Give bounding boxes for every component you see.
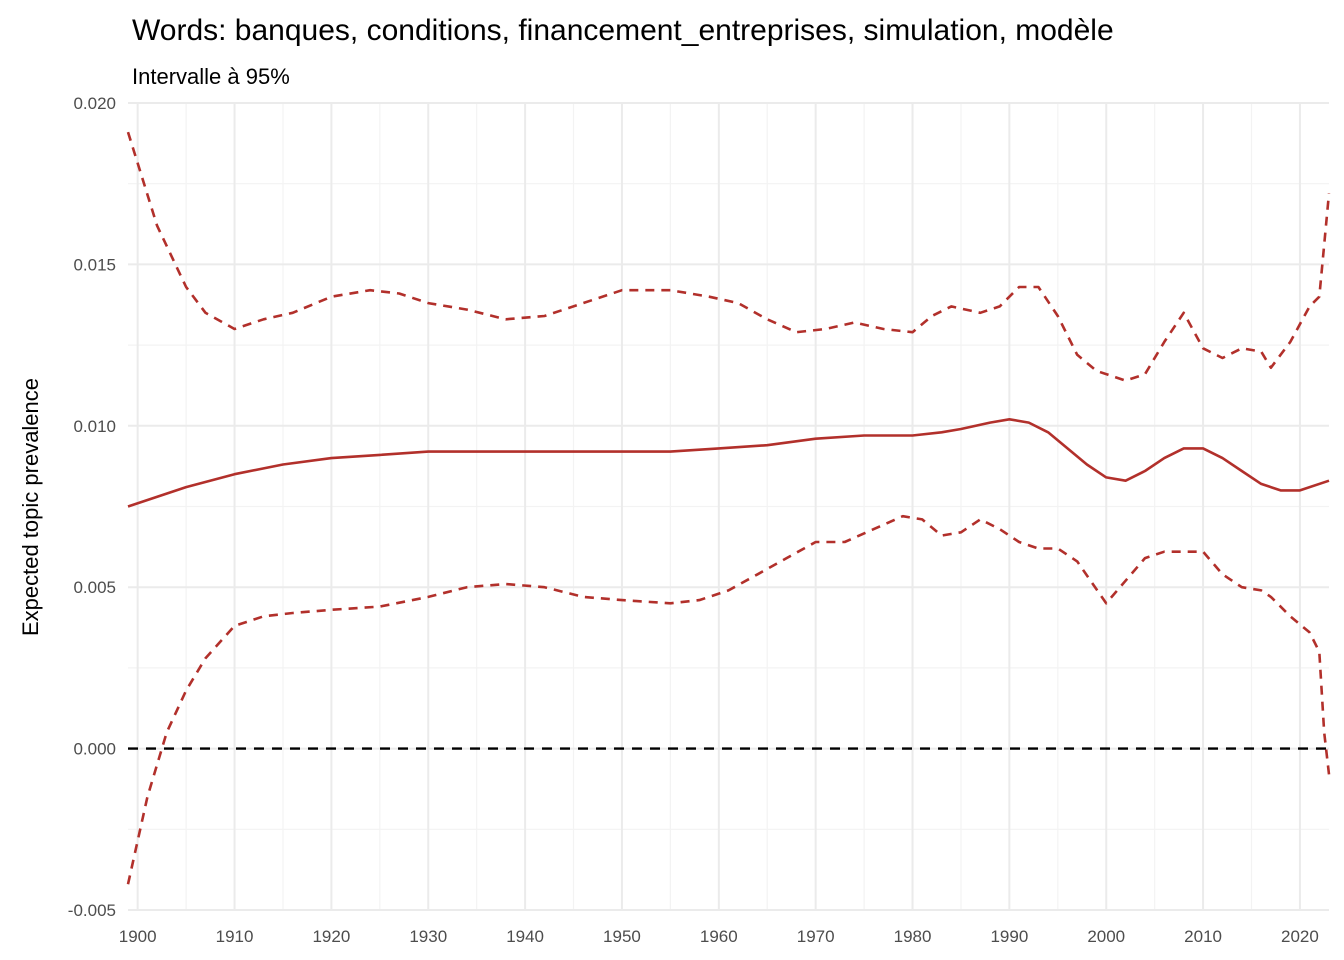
grid xyxy=(128,102,1329,911)
chart-subtitle: Intervalle à 95% xyxy=(132,64,290,89)
y-tick-label: 0.015 xyxy=(73,255,116,274)
x-tick-label: 1940 xyxy=(506,927,544,946)
x-tick-label: 1970 xyxy=(797,927,835,946)
y-tick-label: 0.010 xyxy=(73,417,116,436)
series-line-estimate xyxy=(127,418,1330,508)
series-group xyxy=(126,131,1331,885)
chart-title: Words: banques, conditions, financement_… xyxy=(132,14,1114,47)
x-tick-label: 1950 xyxy=(603,927,641,946)
y-tick-labels: -0.005 0.000 0.005 0.010 0.015 0.020 xyxy=(68,94,116,920)
y-axis-label: Expected topic prevalence xyxy=(18,378,43,636)
y-tick-label: 0.000 xyxy=(73,740,116,759)
series-line-upper_95 xyxy=(126,131,1331,382)
y-tick-label: -0.005 xyxy=(68,901,116,920)
series-line-lower_95 xyxy=(126,514,1331,885)
x-tick-label: 1980 xyxy=(894,927,932,946)
x-tick-labels: 1900 1910 1920 1930 1940 1950 1960 1970 1980 1990… xyxy=(119,927,1319,946)
y-tick-label: 0.020 xyxy=(73,94,116,113)
x-tick-label: 1990 xyxy=(990,927,1028,946)
x-tick-label: 2010 xyxy=(1184,927,1222,946)
x-tick-label: 2020 xyxy=(1281,927,1319,946)
x-tick-label: 1920 xyxy=(312,927,350,946)
y-tick-label: 0.005 xyxy=(73,578,116,597)
x-tick-label: 2000 xyxy=(1087,927,1125,946)
x-tick-label: 1930 xyxy=(409,927,447,946)
x-tick-label: 1900 xyxy=(119,927,157,946)
x-tick-label: 1960 xyxy=(700,927,738,946)
x-tick-label: 1910 xyxy=(216,927,254,946)
